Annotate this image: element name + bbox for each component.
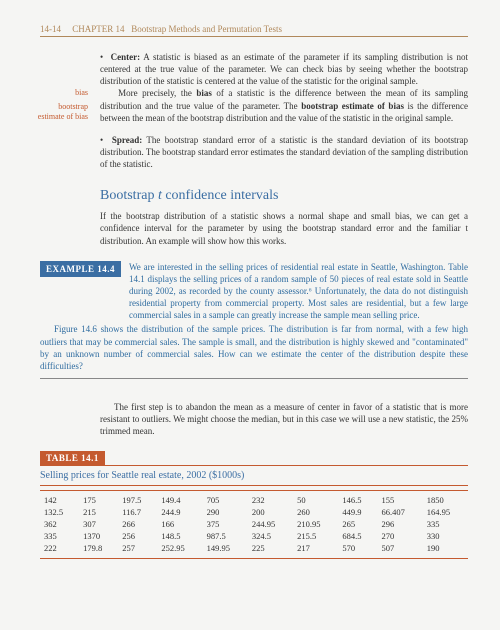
bullet-spread: • Spread: The bootstrap standard error o… xyxy=(100,134,468,170)
table-cell: 50 xyxy=(293,494,338,506)
example-badge: EXAMPLE 14.4 xyxy=(40,261,121,277)
margin-term-bootstrap: bootstrap xyxy=(8,102,88,111)
table-block: TABLE 14.1 Selling prices for Seattle re… xyxy=(40,451,468,559)
table-cell: 215 xyxy=(79,506,118,518)
section-intro: If the bootstrap distribution of a stati… xyxy=(100,210,468,246)
table-cell: 155 xyxy=(377,494,422,506)
table-cell: 257 xyxy=(118,542,157,554)
table-cell: 684.5 xyxy=(338,530,377,542)
table-caption: Selling prices for Seattle real estate, … xyxy=(40,465,468,486)
table-cell: 132.5 xyxy=(40,506,79,518)
body-column: • Center: A statistic is biased as an es… xyxy=(100,51,468,247)
table-cell: 256 xyxy=(118,530,157,542)
table-top-rule xyxy=(40,490,468,491)
example-block: EXAMPLE 14.4 We are interested in the se… xyxy=(40,261,468,379)
chapter-label: CHAPTER 14 xyxy=(72,24,124,34)
table-cell: 179.8 xyxy=(79,542,118,554)
table-cell: 375 xyxy=(203,518,248,530)
table-cell: 232 xyxy=(248,494,293,506)
table-cell: 335 xyxy=(40,530,79,542)
chapter-title: Bootstrap Methods and Permutation Tests xyxy=(131,24,282,34)
price-table: 142175197.5149.470523250146.51551850132.… xyxy=(40,494,468,554)
table-cell: 66.407 xyxy=(377,506,422,518)
table-cell: 270 xyxy=(377,530,422,542)
table-badge: TABLE 14.1 xyxy=(40,451,105,465)
table-cell: 330 xyxy=(423,530,468,542)
table-cell: 1370 xyxy=(79,530,118,542)
table-cell: 210.95 xyxy=(293,518,338,530)
table-cell: 265 xyxy=(338,518,377,530)
table-cell: 190 xyxy=(423,542,468,554)
table-cell: 362 xyxy=(40,518,79,530)
table-cell: 149.95 xyxy=(203,542,248,554)
table-cell: 1850 xyxy=(423,494,468,506)
table-cell: 266 xyxy=(118,518,157,530)
table-cell: 148.5 xyxy=(157,530,202,542)
table-cell: 705 xyxy=(203,494,248,506)
table-cell: 116.7 xyxy=(118,506,157,518)
table-row: 142175197.5149.470523250146.51551850 xyxy=(40,494,468,506)
table-cell: 252.95 xyxy=(157,542,202,554)
table-cell: 149.4 xyxy=(157,494,202,506)
example-para2: Figure 14.6 shows the distribution of th… xyxy=(40,323,468,372)
table-cell: 200 xyxy=(248,506,293,518)
table-cell: 260 xyxy=(293,506,338,518)
table-cell: 244.95 xyxy=(248,518,293,530)
section-title: Bootstrap t confidence intervals xyxy=(100,188,468,204)
table-cell: 142 xyxy=(40,494,79,506)
table-cell: 507 xyxy=(377,542,422,554)
table-cell: 335 xyxy=(423,518,468,530)
table-cell: 166 xyxy=(157,518,202,530)
table-cell: 307 xyxy=(79,518,118,530)
table-row: 132.5215116.7244.9290200260449.966.40716… xyxy=(40,506,468,518)
table-cell: 197.5 xyxy=(118,494,157,506)
table-cell: 987.5 xyxy=(203,530,248,542)
spread-text: The bootstrap standard error of a statis… xyxy=(100,135,468,169)
table-cell: 222 xyxy=(40,542,79,554)
table-row: 362307266166375244.95210.95265296335 xyxy=(40,518,468,530)
spread-label: Spread: xyxy=(112,135,142,145)
bse-bold: bootstrap estimate of bias xyxy=(301,101,404,111)
center-text2a: More precisely, the xyxy=(118,88,196,98)
table-cell: 296 xyxy=(377,518,422,530)
table-cell: 324.5 xyxy=(248,530,293,542)
textbook-page: 14-14 CHAPTER 14 Bootstrap Methods and P… xyxy=(0,0,500,630)
table-cell: 290 xyxy=(203,506,248,518)
table-cell: 244.9 xyxy=(157,506,202,518)
table-cell: 175 xyxy=(79,494,118,506)
bias-bold: bias xyxy=(196,88,212,98)
table-row: 3351370256148.5987.5324.5215.5684.527033… xyxy=(40,530,468,542)
bullet-center: • Center: A statistic is biased as an es… xyxy=(100,51,468,124)
running-header: 14-14 CHAPTER 14 Bootstrap Methods and P… xyxy=(40,24,468,37)
example-lead: We are interested in the selling prices … xyxy=(129,261,468,322)
table-cell: 217 xyxy=(293,542,338,554)
table-cell: 225 xyxy=(248,542,293,554)
post-example-para: The first step is to abandon the mean as… xyxy=(100,401,468,437)
table-cell: 164.95 xyxy=(423,506,468,518)
table-cell: 570 xyxy=(338,542,377,554)
table-cell: 215.5 xyxy=(293,530,338,542)
margin-term-bias: bias xyxy=(8,88,88,97)
margin-term-estimate: estimate of bias xyxy=(8,112,88,121)
center-label: Center: xyxy=(111,52,140,62)
table-cell: 146.5 xyxy=(338,494,377,506)
table-cell: 449.9 xyxy=(338,506,377,518)
page-number: 14-14 xyxy=(40,24,61,34)
example-rule xyxy=(40,378,468,379)
center-text: A statistic is biased as an estimate of … xyxy=(100,52,468,86)
table-row: 222179.8257252.95149.95225217570507190 xyxy=(40,542,468,554)
